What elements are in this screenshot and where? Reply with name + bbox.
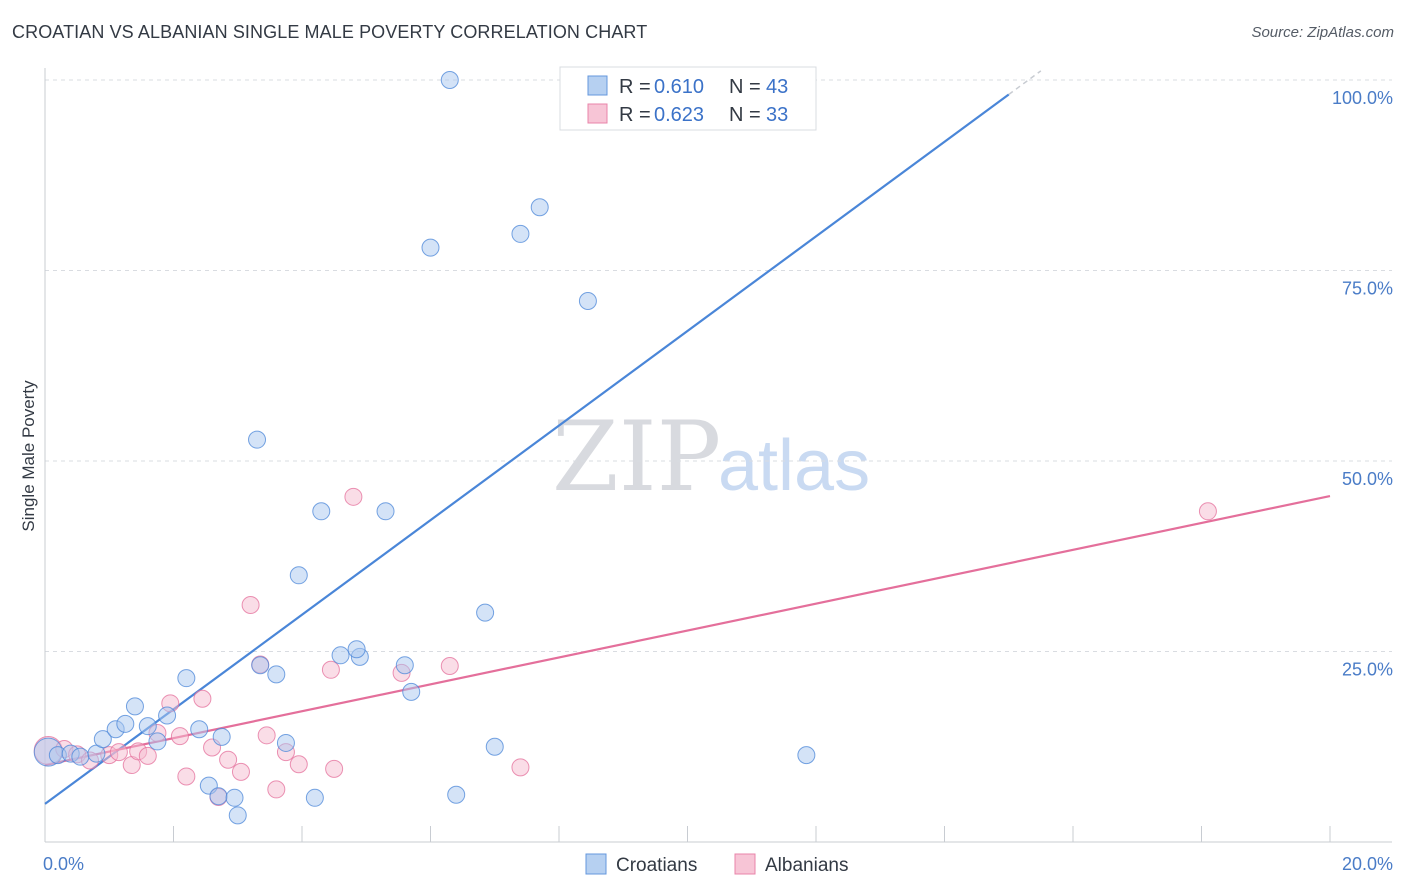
point-croatians-24 (305, 788, 324, 807)
point-croatians-19 (248, 430, 267, 449)
point-croatians-16 (212, 727, 231, 746)
point-croatians-15 (209, 787, 228, 806)
point-croatians-8 (125, 697, 144, 716)
legend-n-value-croatians: 43 (766, 76, 788, 98)
point-croatians-3 (71, 747, 90, 766)
x-tick-labels: 0.0% 20.0% (43, 854, 1393, 874)
point-albanians-28 (440, 656, 459, 675)
point-croatians-13 (190, 720, 209, 739)
legend-r-label-croatians: R = (619, 76, 651, 98)
point-croatians-12 (177, 669, 196, 688)
data-points (33, 71, 1217, 825)
legend-n-value-albanians: 33 (766, 104, 788, 126)
point-albanians-18 (241, 596, 260, 615)
point-croatians-36 (485, 737, 504, 756)
watermark-zip: ZIP (552, 401, 721, 513)
point-albanians-29 (511, 758, 530, 777)
point-croatians-7 (116, 714, 135, 733)
point-albanians-20 (257, 726, 276, 745)
point-croatians-32 (421, 238, 440, 257)
legend-r-value-albanians: 0.623 (654, 104, 704, 126)
point-croatians-10 (148, 732, 167, 751)
point-albanians-5 (109, 743, 128, 762)
point-croatians-39 (578, 291, 597, 310)
point-croatians-28 (347, 640, 366, 659)
point-albanians-11 (170, 727, 189, 746)
point-croatians-26 (331, 646, 350, 665)
point-albanians-16 (219, 750, 238, 769)
series-legend: Croatians Albanians (585, 853, 848, 876)
point-croatians-34 (447, 785, 466, 804)
y-tick-label-3: 25.0% (1342, 660, 1393, 680)
point-croatians-21 (267, 665, 286, 684)
legend-r-label-albanians: R = (619, 104, 651, 126)
legend-n-label-albanians: N = (729, 104, 761, 126)
legend-n-label-croatians: N = (729, 76, 761, 98)
point-croatians-29 (376, 502, 395, 521)
point-croatians-33 (440, 71, 459, 89)
watermark-atlas: atlas (718, 426, 870, 506)
x-tick-label-min: 0.0% (43, 854, 84, 874)
point-croatians-18 (228, 806, 247, 825)
legend-r-value-croatians: 0.610 (654, 76, 704, 98)
chart-title: CROATIAN VS ALBANIAN SINGLE MALE POVERTY… (12, 22, 648, 42)
point-albanians-24 (321, 660, 340, 679)
trendlines (44, 70, 1331, 805)
legend-swatch-albanians (587, 103, 608, 124)
y-axis-label: Single Male Poverty (19, 380, 38, 532)
trendline-croatians (44, 93, 1010, 805)
x-tick-label-max: 20.0% (1342, 854, 1393, 874)
trendline-albanians (44, 494, 1331, 767)
point-croatians-9 (138, 717, 157, 736)
point-albanians-13 (193, 689, 212, 708)
source-credit: Source: ZipAtlas.com (1251, 24, 1394, 41)
point-albanians-17 (231, 762, 250, 781)
trendline-croatians-extension (1008, 70, 1042, 96)
y-tick-labels: 100.0% 75.0% 50.0% 25.0% (1332, 88, 1393, 680)
y-tick-label-2: 50.0% (1342, 469, 1393, 489)
bottom-legend-label-croatians: Croatians (616, 855, 697, 876)
point-croatians-5 (93, 730, 112, 749)
point-albanians-26 (344, 487, 363, 506)
point-albanians-30 (1198, 502, 1217, 521)
point-croatians-31 (402, 682, 421, 701)
point-croatians-38 (530, 198, 549, 217)
bottom-legend-label-albanians: Albanians (765, 855, 848, 876)
point-croatians-30 (395, 656, 414, 675)
point-albanians-21 (267, 780, 286, 799)
y-tick-label-0: 100.0% (1332, 88, 1393, 108)
point-croatians-25 (312, 502, 331, 521)
bottom-legend-swatch-albanians (734, 853, 756, 875)
point-croatians-20 (251, 656, 270, 675)
point-croatians-23 (289, 566, 308, 585)
point-croatians-11 (158, 706, 177, 725)
point-croatians-17 (225, 788, 244, 807)
point-albanians-8 (138, 746, 157, 765)
gridlines (45, 79, 1392, 652)
point-albanians-12 (177, 767, 196, 786)
point-croatians-22 (276, 733, 295, 752)
stats-legend: R = 0.610 N = 43 R = 0.623 N = 33 (559, 66, 817, 131)
legend-swatch-croatians (587, 75, 608, 96)
y-tick-label-1: 75.0% (1342, 279, 1393, 299)
point-albanians-25 (325, 759, 344, 778)
point-croatians-40 (797, 746, 816, 765)
point-croatians-35 (476, 603, 495, 622)
point-croatians-37 (511, 224, 530, 243)
axes (44, 68, 1392, 843)
point-albanians-23 (289, 755, 308, 774)
bottom-legend-swatch-croatians (585, 853, 607, 875)
